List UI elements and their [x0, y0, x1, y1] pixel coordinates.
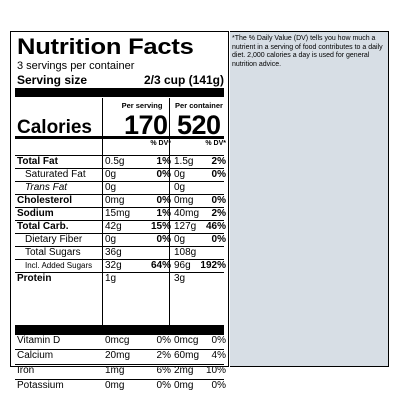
dv-per-container: 2%: [211, 208, 226, 219]
dv-per-serving: 1%: [156, 156, 171, 167]
dv-per-container: 0%: [211, 234, 226, 245]
amount-per-container: 96g: [174, 260, 191, 271]
calories-per-serving: 170: [124, 110, 168, 140]
amount-per-container: 60mg: [174, 350, 200, 361]
dv-per-serving: 0%: [156, 234, 171, 245]
nutrient-row: Trans Fat 0g 0g: [15, 181, 224, 195]
amount-per-serving: 0g: [105, 169, 117, 180]
nutrient-row: Dietary Fiber 0g 0% 0g 0%: [15, 233, 226, 247]
dv-per-container: 0%: [211, 169, 226, 180]
nutrient-row: Total Sugars 36g 108g: [15, 246, 224, 260]
dv-per-container: 4%: [211, 350, 226, 361]
amount-per-serving: 20mg: [105, 350, 131, 361]
dv-per-serving: 1%: [156, 208, 171, 219]
amount-per-serving: 0g: [105, 234, 117, 245]
dv-header-container: % DV*: [205, 140, 226, 147]
dv-per-serving: 0%: [156, 169, 171, 180]
vitamin-row: Vitamin D 0mcg 0% 0mcg 0%: [15, 334, 226, 348]
nutrient-name: Total Sugars: [25, 247, 81, 258]
vitamin-row: Potassium 0mg 0% 0mg 0%: [15, 379, 226, 393]
nutrient-row: Total Fat 0.5g 1% 1.5g 2%: [15, 155, 226, 169]
amount-per-container: 0g: [174, 169, 186, 180]
nutrient-row: Saturated Fat 0g 0% 0g 0%: [15, 168, 226, 182]
panel-title: Nutrition Facts: [17, 34, 194, 59]
dv-per-serving: 6%: [156, 365, 171, 376]
amount-per-serving: 0mg: [105, 195, 125, 206]
amount-per-container: 3g: [174, 273, 186, 284]
per-container-header: Per container: [175, 101, 223, 110]
nutrient-row: Cholesterol 0mg 0% 0mg 0%: [15, 194, 226, 208]
dv-per-serving: 0%: [156, 195, 171, 206]
medium-divider: [15, 136, 224, 139]
dv-per-container: 192%: [200, 260, 226, 271]
dv-per-serving: 0%: [156, 380, 171, 391]
amount-per-container: 0mg: [174, 380, 194, 391]
nutrient-name: Saturated Fat: [25, 169, 86, 180]
nutrient-name: Iron: [17, 365, 35, 376]
vitamin-row: Iron 1mg 6% 2mg 10%: [15, 364, 226, 378]
dv-per-container: 0%: [211, 380, 226, 391]
thick-divider: [15, 88, 224, 97]
nutrient-name: Potassium: [17, 380, 64, 391]
amount-per-container: 0g: [174, 234, 186, 245]
amount-per-serving: 0g: [105, 182, 117, 193]
nutrient-row: Total Carb. 42g 15% 127g 46%: [15, 220, 226, 234]
nutrient-name: Calcium: [17, 350, 54, 361]
amount-per-serving: 15mg: [105, 208, 131, 219]
amount-per-serving: 32g: [105, 260, 122, 271]
nutrient-name: Incl. Added Sugars: [25, 261, 93, 270]
dv-per-container: 10%: [205, 365, 226, 376]
nutrient-name: Sodium: [17, 208, 54, 219]
amount-per-container: 40mg: [174, 208, 200, 219]
amount-per-serving: 0mg: [105, 380, 125, 391]
daily-value-note: *The % Daily Value (DV) tells you how mu…: [230, 31, 389, 367]
servings-per-container: 3 servings per container: [17, 60, 135, 72]
amount-per-container: 127g: [174, 221, 197, 232]
nutrient-name: Total Fat: [17, 156, 58, 167]
amount-per-serving: 1mg: [105, 365, 125, 376]
dv-per-serving: 0%: [156, 335, 171, 346]
column-divider: [169, 98, 170, 326]
footnote-text: *The % Daily Value (DV) tells you how mu…: [232, 35, 383, 68]
amount-per-serving: 0.5g: [105, 156, 125, 167]
dv-per-container: 0%: [211, 335, 226, 346]
amount-per-container: 108g: [174, 247, 197, 258]
thick-divider: [15, 325, 224, 334]
dv-per-container: 0%: [211, 195, 226, 206]
amount-per-serving: 1g: [105, 273, 117, 284]
nutrient-name: Trans Fat: [25, 182, 68, 193]
amount-per-container: 1.5g: [174, 156, 194, 167]
dv-per-container: 46%: [205, 221, 226, 232]
calories-per-container: 520: [177, 110, 221, 140]
nutrient-name: Protein: [17, 273, 52, 284]
dv-header-serving: % DV*: [150, 140, 171, 147]
calories-label: Calories: [17, 117, 92, 138]
nutrient-row: Sodium 15mg 1% 40mg 2%: [15, 207, 226, 221]
nutrient-row: Incl. Added Sugars 32g 64% 96g 192%: [15, 259, 226, 273]
amount-per-serving: 42g: [105, 221, 122, 232]
nutrient-name: Dietary Fiber: [25, 234, 83, 245]
per-serving-header: Per serving: [121, 101, 163, 110]
amount-per-serving: 36g: [105, 247, 122, 258]
amount-per-container: 0mcg: [174, 335, 199, 346]
nutrient-name: Cholesterol: [17, 195, 73, 206]
nutrient-row: Protein 1g 3g: [15, 272, 224, 286]
nutrition-facts-panel: Nutrition Facts 3 servings per container…: [10, 31, 229, 391]
amount-per-container: 0g: [174, 182, 186, 193]
nutrient-name: Total Carb.: [17, 221, 69, 232]
nutrient-name: Vitamin D: [17, 335, 61, 346]
serving-size-value: 2/3 cup (141g): [143, 73, 224, 87]
label-divider: [102, 98, 103, 326]
amount-per-container: 2mg: [174, 365, 194, 376]
dv-per-serving: 15%: [150, 221, 171, 232]
vitamin-row: Calcium 20mg 2% 60mg 4%: [15, 349, 226, 363]
amount-per-serving: 0mcg: [105, 335, 130, 346]
dv-per-container: 2%: [211, 156, 226, 167]
amount-per-container: 0mg: [174, 195, 194, 206]
dv-per-serving: 2%: [156, 350, 171, 361]
dv-per-serving: 64%: [150, 260, 171, 271]
serving-size-label: Serving size: [17, 73, 88, 87]
